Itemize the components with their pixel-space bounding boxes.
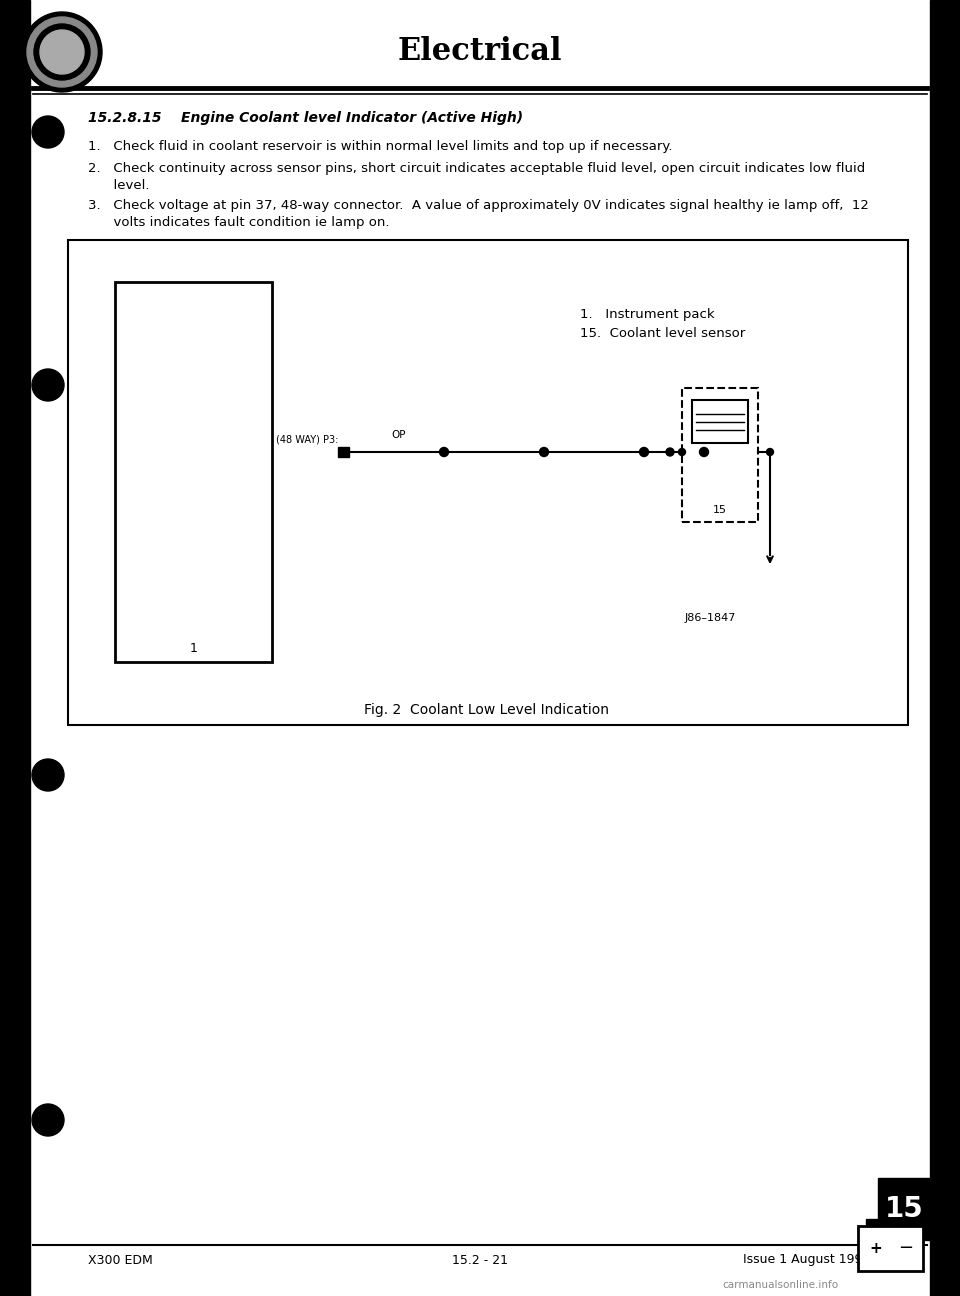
- Circle shape: [32, 1104, 64, 1137]
- Circle shape: [27, 17, 97, 87]
- Circle shape: [22, 12, 102, 92]
- Circle shape: [700, 447, 708, 456]
- Circle shape: [440, 447, 448, 456]
- Text: 1.   Instrument pack: 1. Instrument pack: [580, 308, 714, 321]
- Bar: [68, 240, 908, 724]
- Bar: [115, 283, 272, 662]
- Text: 3.   Check voltage at pin 37, 48-way connector.  A value of approximately 0V ind: 3. Check voltage at pin 37, 48-way conne…: [88, 200, 869, 213]
- Bar: [682, 388, 758, 522]
- Circle shape: [32, 369, 64, 400]
- Bar: [896, 1220, 910, 1226]
- Bar: [858, 1226, 923, 1271]
- Text: 15.2 - 21: 15.2 - 21: [452, 1253, 508, 1266]
- Text: −: −: [899, 1239, 914, 1257]
- Text: Issue 1 August 1994: Issue 1 August 1994: [743, 1253, 870, 1266]
- Text: (48 WAY) P3:: (48 WAY) P3:: [276, 434, 338, 445]
- Circle shape: [540, 447, 548, 456]
- Circle shape: [679, 448, 685, 455]
- Text: level.: level.: [88, 179, 150, 192]
- Text: Electrical: Electrical: [397, 36, 563, 67]
- Circle shape: [32, 759, 64, 791]
- Bar: [338, 447, 349, 457]
- Text: 15: 15: [884, 1195, 924, 1223]
- Text: +: +: [870, 1242, 882, 1256]
- Text: carmanualsonline.info: carmanualsonline.info: [722, 1280, 838, 1290]
- Circle shape: [40, 30, 84, 74]
- Text: 15.  Coolant level sensor: 15. Coolant level sensor: [580, 327, 745, 340]
- Text: J86–1847: J86–1847: [684, 613, 735, 623]
- Circle shape: [766, 448, 774, 455]
- Text: Fig. 2  Coolant Low Level Indication: Fig. 2 Coolant Low Level Indication: [365, 702, 610, 717]
- Text: X300 EDM: X300 EDM: [88, 1253, 153, 1266]
- Text: volts indicates fault condition ie lamp on.: volts indicates fault condition ie lamp …: [88, 216, 390, 229]
- Text: 1: 1: [189, 642, 198, 654]
- Bar: [866, 1220, 880, 1226]
- Text: 1.   Check fluid in coolant reservoir is within normal level limits and top up i: 1. Check fluid in coolant reservoir is w…: [88, 140, 673, 153]
- Text: 15.2.8.15    Engine Coolant level Indicator (Active High): 15.2.8.15 Engine Coolant level Indicator…: [88, 111, 523, 124]
- Circle shape: [666, 448, 674, 456]
- Text: OP: OP: [392, 430, 406, 441]
- Circle shape: [32, 117, 64, 148]
- Circle shape: [639, 447, 649, 456]
- Bar: [930, 0, 960, 1296]
- Bar: [692, 400, 748, 443]
- Text: 2.   Check continuity across sensor pins, short circuit indicates acceptable flu: 2. Check continuity across sensor pins, …: [88, 162, 865, 175]
- Circle shape: [34, 25, 90, 80]
- Bar: [0, 0, 30, 1296]
- Bar: [878, 1178, 930, 1240]
- Text: 15: 15: [713, 505, 727, 515]
